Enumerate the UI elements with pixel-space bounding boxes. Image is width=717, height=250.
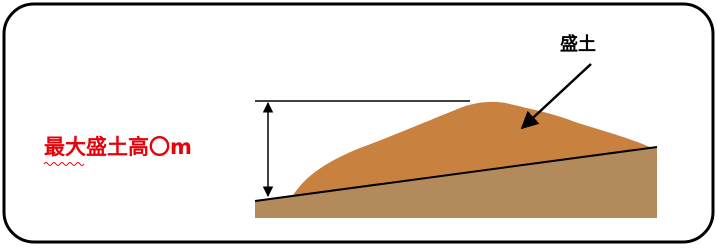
fill-label: 盛土 — [560, 33, 596, 55]
max-height-label: 最大盛土高〇m — [44, 135, 192, 159]
page: 盛土 最大盛土高〇m (() => { const data = JSON.pa… — [0, 0, 717, 246]
diagram: 盛土 最大盛土高〇m — [0, 0, 717, 246]
